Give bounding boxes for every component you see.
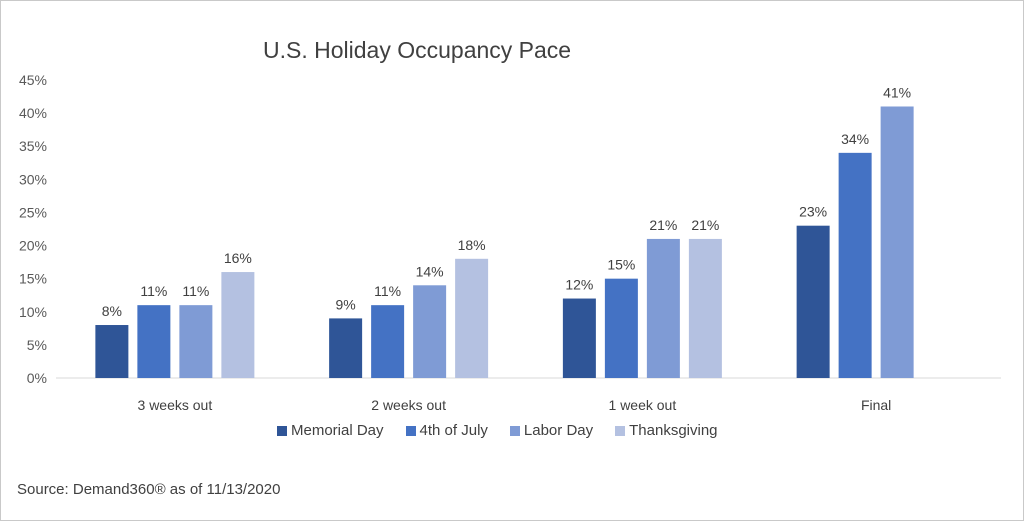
bar-4th-of-july [371,305,405,378]
data-label: 23% [799,204,827,220]
legend-label: 4th of July [419,422,488,439]
chart-title: U.S. Holiday Occupancy Pace [263,37,572,63]
y-tick-label: 40% [19,105,47,121]
bar-memorial-day [95,325,129,378]
legend-label: Labor Day [523,422,594,439]
data-label: 12% [565,277,593,293]
data-label: 15% [607,257,635,273]
data-label: 21% [649,217,677,233]
legend-label: Memorial Day [291,422,384,439]
data-label: 16% [224,250,252,266]
legend-swatch [615,425,626,436]
legend-item: Labor Day [509,422,594,439]
bar-thanksgiving [221,272,255,378]
bar-memorial-day [562,298,596,378]
bar-memorial-day [796,225,830,378]
bar-4th-of-july [137,305,171,378]
bar-thanksgiving [688,238,722,378]
legend-item: 4th of July [405,422,488,439]
bar-labor-day [646,238,680,378]
bar-labor-day [880,106,914,378]
y-tick-label: 35% [19,138,47,154]
data-label: 14% [416,263,444,279]
data-label: 9% [336,296,356,312]
bar-thanksgiving [455,258,489,378]
bar-4th-of-july [838,152,872,378]
bar-labor-day [413,285,447,378]
y-tick-label: 30% [19,171,47,187]
legend-swatch [277,425,287,436]
x-category-label: Final [861,397,891,413]
y-tick-label: 0% [27,370,47,386]
x-category-label: 3 weeks out [138,397,213,413]
y-tick-label: 10% [19,304,47,320]
source-note: Source: Demand360® as of 11/13/2020 [17,481,281,498]
x-category-label: 1 week out [609,397,677,413]
x-category-label: 2 weeks out [371,397,446,413]
legend-swatch [509,425,520,436]
y-tick-label: 15% [19,271,47,287]
y-tick-label: 25% [19,204,47,220]
data-label: 11% [140,283,167,299]
legend-swatch [405,425,416,436]
data-label: 11% [182,283,209,299]
y-tick-label: 20% [19,238,47,254]
bar-memorial-day [329,318,363,378]
data-label: 21% [691,217,719,233]
y-tick-label: 45% [19,72,47,88]
legend-label: Thanksgiving [629,422,718,439]
data-label: 34% [841,131,869,147]
data-label: 11% [374,283,401,299]
bar-4th-of-july [604,278,638,378]
y-tick-label: 5% [27,337,47,353]
data-label: 8% [102,303,122,319]
legend-item: Thanksgiving [615,422,718,439]
legend-item: Memorial Day [277,422,384,439]
legend: Memorial Day 4th of July Labor Day Thanksgi… [277,422,718,439]
bar-labor-day [179,305,213,378]
data-label: 41% [883,84,911,100]
data-label: 18% [458,237,486,253]
